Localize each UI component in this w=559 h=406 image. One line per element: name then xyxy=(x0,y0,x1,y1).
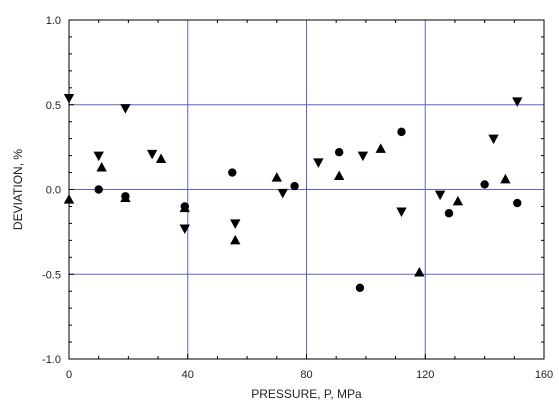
data-point-triangle-up xyxy=(230,234,241,245)
y-tick-label: 1.0 xyxy=(46,15,61,27)
data-point-circle xyxy=(334,148,344,157)
data-point-triangle-down xyxy=(434,190,446,201)
data-point-circle xyxy=(513,198,522,208)
data-point-triangle-down xyxy=(512,97,523,107)
data-point-triangle-up xyxy=(120,192,131,202)
x-tick-label: 0 xyxy=(66,369,72,381)
data-point-circle xyxy=(228,168,237,177)
data-point-triangle-up xyxy=(155,153,167,163)
data-point-triangle-down xyxy=(120,104,131,114)
data-point-circle xyxy=(94,185,103,194)
data-point-circle xyxy=(480,180,489,189)
data-point-triangle-up xyxy=(179,202,190,213)
data-point-triangle-up xyxy=(333,170,345,180)
data-point-triangle-up xyxy=(414,267,425,277)
grid-lines xyxy=(69,20,544,359)
y-tick-label: -1.0 xyxy=(42,354,61,366)
data-point-triangle-down xyxy=(488,134,499,145)
data-point-circle xyxy=(444,209,454,218)
data-point-triangle-up xyxy=(96,161,107,172)
data-point-triangle-down xyxy=(146,149,158,160)
y-tick-label: 0.5 xyxy=(46,100,61,112)
x-tick-label: 120 xyxy=(416,369,434,381)
axis-ticks: 0 40 80 120 160 1.0 0.5 0.0 -0.5 -1.0 xyxy=(42,15,553,381)
data-point-circle xyxy=(355,283,365,293)
data-point-triangle-down xyxy=(93,151,104,162)
y-tick-label: 0.0 xyxy=(46,185,61,197)
x-tick-label: 160 xyxy=(535,369,553,381)
data-point-triangle-down xyxy=(357,151,369,162)
data-point-triangle-up xyxy=(452,195,464,206)
data-point-circle xyxy=(290,181,299,191)
data-point-circle xyxy=(397,127,406,137)
data-points xyxy=(63,93,523,293)
data-point-triangle-up xyxy=(500,173,511,184)
data-point-triangle-down xyxy=(179,224,190,234)
data-point-triangle-down xyxy=(396,207,407,218)
data-point-triangle-up xyxy=(271,172,283,182)
x-axis-label: PRESSURE, P, MPa xyxy=(251,387,362,401)
y-axis-label: DEVIATION, % xyxy=(11,149,25,230)
y-tick-label: -0.5 xyxy=(42,269,61,281)
x-tick-label: 80 xyxy=(300,369,312,381)
data-point-triangle-up xyxy=(375,143,386,153)
data-point-triangle-down xyxy=(230,219,241,229)
x-tick-label: 40 xyxy=(182,369,194,381)
data-point-triangle-down xyxy=(313,158,324,168)
data-point-triangle-down xyxy=(277,188,288,199)
